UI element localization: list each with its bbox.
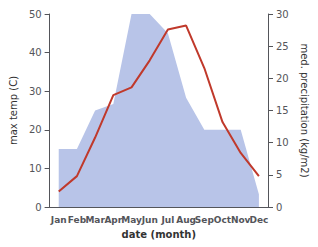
svg-text:10: 10 [276, 137, 289, 148]
svg-text:Jul: Jul [160, 215, 174, 225]
svg-text:20: 20 [29, 124, 42, 135]
svg-text:Dec: Dec [249, 215, 268, 225]
svg-text:Mar: Mar [85, 215, 105, 225]
svg-text:40: 40 [29, 47, 42, 58]
svg-text:Jan: Jan [50, 215, 67, 225]
svg-text:10: 10 [29, 163, 42, 174]
svg-text:max temp (C): max temp (C) [8, 76, 19, 145]
svg-text:date (month): date (month) [122, 229, 196, 240]
svg-text:Aug: Aug [176, 215, 196, 225]
svg-text:30: 30 [276, 9, 289, 20]
svg-text:0: 0 [35, 202, 41, 213]
svg-text:25: 25 [276, 41, 289, 52]
svg-text:Jun: Jun [141, 215, 158, 225]
svg-text:Oct: Oct [214, 215, 232, 225]
svg-text:Apr: Apr [104, 215, 122, 225]
svg-text:5: 5 [276, 169, 282, 180]
svg-text:30: 30 [29, 86, 42, 97]
svg-text:Nov: Nov [231, 215, 251, 225]
svg-text:15: 15 [276, 105, 289, 116]
svg-text:May: May [121, 215, 142, 225]
svg-text:Sep: Sep [195, 215, 215, 225]
svg-text:med. precipitation (kg/m2): med. precipitation (kg/m2) [299, 43, 310, 177]
svg-text:20: 20 [276, 73, 289, 84]
svg-text:0: 0 [276, 202, 282, 213]
svg-text:50: 50 [29, 9, 42, 20]
svg-text:Feb: Feb [68, 215, 87, 225]
